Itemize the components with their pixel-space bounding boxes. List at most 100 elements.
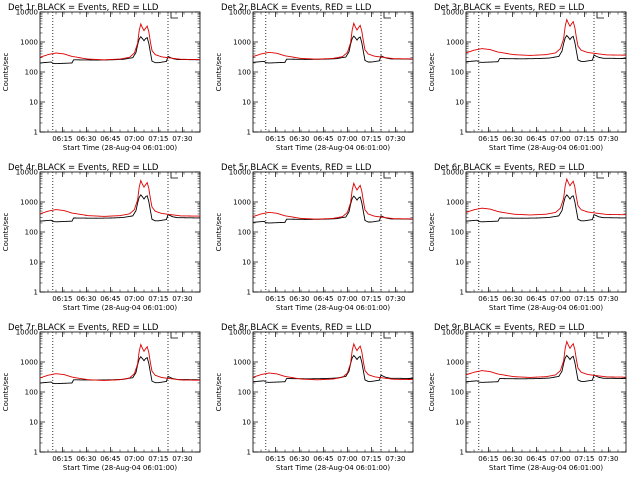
- events-line: [465, 34, 627, 63]
- x-tick-label: 06:45: [313, 135, 333, 143]
- panel-title: Det 9r BLACK = Events, RED = LLD: [434, 323, 585, 333]
- y-tick-label: 1: [460, 129, 464, 137]
- y-axis-label: Counts/sec: [215, 213, 223, 252]
- y-tick-label: 1000: [446, 359, 464, 367]
- y-tick-label: 1000: [20, 199, 38, 207]
- x-axis-label: Start Time (28-Aug-04 06:01:00): [489, 144, 603, 152]
- panel-3: Det 3r BLACK = Events, RED = LLD 1 10 100 10…: [428, 3, 627, 152]
- lld-line: [39, 179, 201, 217]
- x-tick-label: 06:15: [265, 295, 285, 303]
- panel-9: Det 9r BLACK = Events, RED = LLD 1 10 100 10…: [428, 323, 627, 472]
- x-tick-label: 07:30: [172, 455, 192, 463]
- y-tick-label: 100: [238, 69, 251, 77]
- x-tick-label: 06:15: [265, 135, 285, 143]
- y-axis-label: Counts/sec: [215, 53, 223, 92]
- y-tick-label: 10000: [229, 169, 251, 177]
- y-tick-label: 10000: [16, 329, 38, 337]
- panel-title: Det 8r BLACK = Events, RED = LLD: [221, 323, 372, 333]
- lld-line: [465, 18, 627, 56]
- panel-title: Det 2r BLACK = Events, RED = LLD: [221, 3, 372, 13]
- x-tick-label: 07:30: [598, 295, 618, 303]
- x-tick-label: 07:30: [172, 135, 192, 143]
- panel-2: Det 2r BLACK = Events, RED = LLD 1 10 100 10…: [215, 3, 414, 152]
- x-tick-label: 07:00: [550, 295, 570, 303]
- x-axis-label: Start Time (28-Aug-04 06:01:00): [63, 144, 177, 152]
- x-tick-label: 07:00: [550, 455, 570, 463]
- x-tick-label: 07:15: [574, 135, 594, 143]
- y-tick-label: 10000: [442, 329, 464, 337]
- y-tick-label: 100: [238, 229, 251, 237]
- y-tick-label: 1000: [446, 199, 464, 207]
- x-tick-label: 06:45: [100, 455, 120, 463]
- legend-step-marker: [383, 172, 391, 179]
- y-axis-label: Counts/sec: [428, 213, 436, 252]
- x-tick-label: 06:15: [52, 455, 72, 463]
- y-tick-label: 1000: [233, 359, 251, 367]
- x-tick-label: 06:30: [76, 135, 96, 143]
- x-tick-label: 07:30: [385, 455, 405, 463]
- x-tick-label: 06:45: [313, 295, 333, 303]
- panel-1: Det 1r BLACK = Events, RED = LLD 1 10 100 10…: [2, 3, 201, 152]
- y-tick-label: 100: [451, 229, 464, 237]
- y-tick-label: 10: [455, 99, 464, 107]
- lld-line: [252, 181, 414, 220]
- y-tick-label: 100: [25, 69, 38, 77]
- y-tick-label: 1: [460, 289, 464, 297]
- x-tick-label: 07:30: [598, 455, 618, 463]
- panel-title: Det 4r BLACK = Events, RED = LLD: [8, 163, 159, 173]
- x-tick-label: 07:15: [574, 455, 594, 463]
- y-tick-label: 1000: [20, 39, 38, 47]
- x-tick-label: 07:00: [337, 295, 357, 303]
- x-tick-label: 07:15: [148, 295, 168, 303]
- panel-6: Det 6r BLACK = Events, RED = LLD 1 10 100 10…: [428, 163, 627, 312]
- y-tick-label: 100: [25, 389, 38, 397]
- legend-step-marker: [170, 172, 178, 179]
- y-tick-label: 100: [451, 69, 464, 77]
- y-axis-label: Counts/sec: [2, 213, 10, 252]
- y-axis-label: Counts/sec: [428, 373, 436, 412]
- x-tick-label: 07:15: [361, 295, 381, 303]
- x-axis-label: Start Time (28-Aug-04 06:01:00): [63, 464, 177, 472]
- x-tick-label: 06:30: [76, 455, 96, 463]
- x-tick-label: 06:45: [526, 455, 546, 463]
- y-tick-label: 10000: [16, 169, 38, 177]
- y-tick-label: 10000: [16, 9, 38, 17]
- panel-4: Det 4r BLACK = Events, RED = LLD 1 10 100 10…: [2, 163, 201, 312]
- x-tick-label: 06:30: [502, 295, 522, 303]
- y-tick-label: 1: [247, 449, 251, 457]
- x-tick-label: 06:15: [478, 295, 498, 303]
- x-tick-label: 07:15: [361, 135, 381, 143]
- x-tick-label: 06:30: [502, 455, 522, 463]
- panel-title: Det 6r BLACK = Events, RED = LLD: [434, 163, 585, 173]
- x-tick-label: 06:30: [502, 135, 522, 143]
- panel-5: Det 5r BLACK = Events, RED = LLD 1 10 100 10…: [215, 163, 414, 312]
- events-line: [465, 194, 627, 223]
- y-tick-label: 1: [460, 449, 464, 457]
- x-tick-label: 07:30: [385, 295, 405, 303]
- legend-step-marker: [383, 12, 391, 19]
- y-tick-label: 100: [25, 229, 38, 237]
- y-tick-label: 1: [247, 129, 251, 137]
- x-axis-label: Start Time (28-Aug-04 06:01:00): [276, 144, 390, 152]
- y-tick-label: 10000: [442, 9, 464, 17]
- lld-line: [39, 343, 201, 381]
- y-tick-label: 1000: [233, 199, 251, 207]
- events-line: [252, 354, 414, 383]
- x-tick-label: 07:30: [598, 135, 618, 143]
- x-tick-label: 07:00: [550, 135, 570, 143]
- lld-line: [465, 177, 627, 216]
- panel-7: Det 7r BLACK = Events, RED = LLD 1 10 100 10…: [2, 323, 201, 472]
- x-axis-label: Start Time (28-Aug-04 06:01:00): [276, 304, 390, 312]
- y-tick-label: 10: [455, 259, 464, 267]
- y-axis-label: Counts/sec: [2, 373, 10, 412]
- lld-line: [465, 340, 627, 378]
- y-tick-label: 100: [451, 389, 464, 397]
- y-tick-label: 100: [238, 389, 251, 397]
- x-tick-label: 07:00: [124, 135, 144, 143]
- x-tick-label: 06:15: [265, 455, 285, 463]
- x-tick-label: 06:30: [289, 295, 309, 303]
- y-tick-label: 10: [455, 419, 464, 427]
- legend-step-marker: [596, 172, 604, 179]
- y-tick-label: 1000: [446, 39, 464, 47]
